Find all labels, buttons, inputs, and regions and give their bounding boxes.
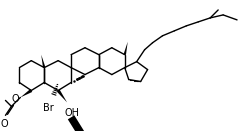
Polygon shape [57,89,67,102]
Text: Br: Br [43,103,54,113]
Polygon shape [123,42,128,55]
Text: O: O [1,119,8,129]
Text: OH: OH [64,108,79,118]
Polygon shape [20,89,32,97]
Polygon shape [41,55,46,68]
Text: O: O [12,94,19,104]
